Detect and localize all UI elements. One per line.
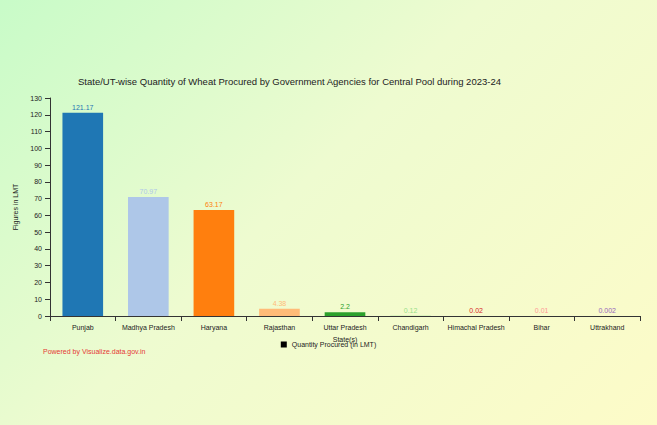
svg-text:0.002: 0.002 (598, 307, 616, 314)
svg-text:Uttar Pradesh: Uttar Pradesh (323, 324, 366, 331)
svg-text:Chandigarh: Chandigarh (392, 324, 428, 332)
svg-text:Haryana: Haryana (201, 324, 228, 332)
svg-text:60: 60 (34, 212, 42, 219)
svg-text:Powered by Visualize.data.gov.: Powered by Visualize.data.gov.in (43, 348, 146, 356)
svg-text:40: 40 (34, 245, 42, 252)
svg-text:63.17: 63.17 (205, 201, 223, 208)
svg-text:Himachal Pradesh: Himachal Pradesh (448, 324, 505, 331)
svg-text:State(s): State(s) (332, 335, 358, 343)
svg-text:Uttrakhand: Uttrakhand (590, 324, 624, 331)
svg-text:90: 90 (34, 162, 42, 169)
svg-text:121.17: 121.17 (72, 104, 94, 111)
svg-text:0.01: 0.01 (535, 307, 549, 314)
svg-text:30: 30 (34, 262, 42, 269)
svg-text:Quantity Procured (in LMT): Quantity Procured (in LMT) (292, 341, 376, 349)
svg-text:Rajasthan: Rajasthan (264, 324, 296, 332)
svg-text:Punjab: Punjab (72, 324, 94, 332)
svg-text:20: 20 (34, 279, 42, 286)
svg-text:110: 110 (31, 128, 42, 135)
svg-text:0.12: 0.12 (404, 307, 418, 314)
svg-text:70: 70 (34, 195, 42, 202)
svg-text:130: 130 (30, 95, 42, 102)
svg-text:Bihar: Bihar (533, 324, 550, 331)
svg-text:70.97: 70.97 (140, 188, 158, 195)
svg-text:0: 0 (38, 313, 42, 320)
svg-text:Figures in LMT: Figures in LMT (12, 183, 20, 230)
svg-text:Madhya Pradesh: Madhya Pradesh (122, 324, 175, 332)
svg-text:100: 100 (30, 145, 42, 152)
svg-text:10: 10 (34, 296, 42, 303)
svg-text:4.38: 4.38 (273, 300, 287, 307)
svg-text:80: 80 (34, 178, 42, 185)
svg-text:State/UT-wise Quantity of Whea: State/UT-wise Quantity of Wheat Procured… (78, 76, 501, 87)
svg-text:2.2: 2.2 (340, 303, 350, 310)
svg-text:0.02: 0.02 (469, 307, 483, 314)
svg-text:120: 120 (30, 111, 42, 118)
svg-text:50: 50 (34, 229, 42, 236)
